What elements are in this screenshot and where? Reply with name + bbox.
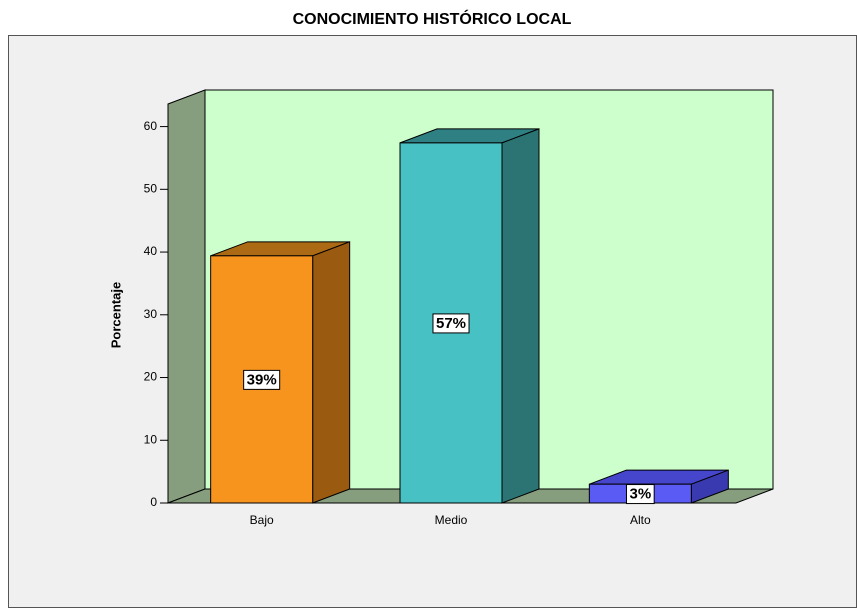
- y-tick-label: 10: [144, 432, 158, 446]
- side-wall: [167, 89, 206, 504]
- value-label: 57%: [436, 315, 466, 332]
- x-tick-label: Medio: [435, 513, 468, 527]
- value-label-box: [432, 313, 470, 334]
- y-axis-label: Porcentaje: [108, 282, 123, 348]
- y-tick-label: 0: [150, 495, 157, 509]
- value-label: 3%: [629, 486, 651, 503]
- y-tick-label: 20: [144, 370, 158, 384]
- value-label-box: [243, 369, 281, 390]
- x-tick-label: Bajo: [250, 513, 274, 527]
- bar-side: [501, 128, 540, 504]
- chart-title: CONOCIMIENTO HISTÓRICO LOCAL: [293, 9, 572, 28]
- y-tick-label: 40: [144, 244, 158, 258]
- bar-side: [312, 241, 351, 504]
- x-tick-label: Alto: [630, 513, 651, 527]
- y-tick-label: 30: [144, 307, 158, 321]
- value-label-box: [625, 484, 655, 505]
- value-label: 39%: [247, 371, 277, 388]
- y-tick-label: 50: [144, 181, 158, 195]
- y-tick-label: 60: [144, 119, 158, 133]
